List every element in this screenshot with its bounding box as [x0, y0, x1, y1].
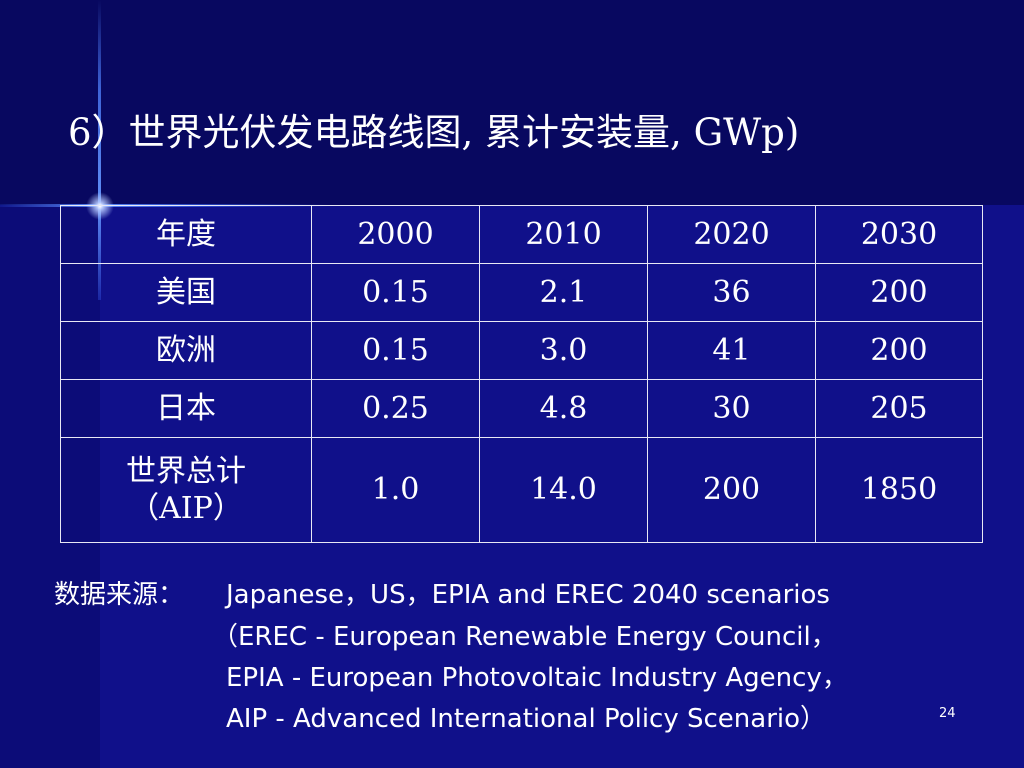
- table-row-usa: 美国 0.15 2.1 36 200: [60, 263, 983, 322]
- value-cell-highlight: 36: [647, 263, 816, 322]
- source-line: AIP - Advanced International Policy Scen…: [226, 704, 827, 734]
- value-cell: 14.0: [479, 437, 648, 543]
- value-cell: 200: [815, 263, 983, 322]
- header-cell-2000: 2000: [311, 205, 480, 264]
- page-number: 24: [939, 706, 956, 721]
- region-cell: 美国: [60, 263, 312, 322]
- value-cell: 200: [815, 321, 983, 380]
- region-subtitle: （AIP）: [129, 491, 243, 526]
- value-cell: 205: [815, 379, 983, 438]
- slide-title: 6）世界光伏发电路线图, 累计安装量, GWp): [68, 111, 800, 154]
- value-cell: 3.0: [479, 321, 648, 380]
- value-cell: 2.1: [479, 263, 648, 322]
- table-header-row: 年度 2000 2010 2020 2030: [60, 205, 983, 264]
- region-cell: 世界总计 （AIP）: [60, 437, 312, 543]
- value-cell-highlight: 41: [647, 321, 816, 380]
- source-line: Japanese，US，EPIA and EREC 2040 scenarios: [226, 580, 830, 610]
- title-band-background: [0, 0, 1024, 205]
- region-name: 世界总计: [126, 453, 246, 489]
- source-label: 数据来源：: [54, 580, 185, 610]
- region-cell: 日本: [60, 379, 312, 438]
- decorative-vertical-line: [98, 0, 101, 300]
- header-cell-2010: 2010: [479, 205, 648, 264]
- region-cell: 欧洲: [60, 321, 312, 380]
- header-cell-2020: 2020: [647, 205, 816, 264]
- header-cell-2030: 2030: [815, 205, 983, 264]
- table-row-japan: 日本 0.25 4.8 30 205: [60, 379, 983, 438]
- value-cell: 1.0: [311, 437, 480, 543]
- source-line: EPIA - European Photovoltaic Industry Ag…: [226, 663, 848, 693]
- value-cell-highlight: 200: [647, 437, 816, 543]
- table-row-world-total: 世界总计 （AIP） 1.0 14.0 200 1850: [60, 437, 983, 543]
- header-cell-year: 年度: [60, 205, 312, 264]
- value-cell: 0.25: [311, 379, 480, 438]
- value-cell: 4.8: [479, 379, 648, 438]
- value-cell: 0.15: [311, 321, 480, 380]
- value-cell: 1850: [815, 437, 983, 543]
- value-cell: 0.15: [311, 263, 480, 322]
- pv-installation-table: 年度 2000 2010 2020 2030 美国 0.15 2.1 36 20…: [60, 205, 983, 543]
- value-cell-highlight: 30: [647, 379, 816, 438]
- source-line: （EREC - European Renewable Energy Counci…: [212, 622, 837, 652]
- table-row-europe: 欧洲 0.15 3.0 41 200: [60, 321, 983, 380]
